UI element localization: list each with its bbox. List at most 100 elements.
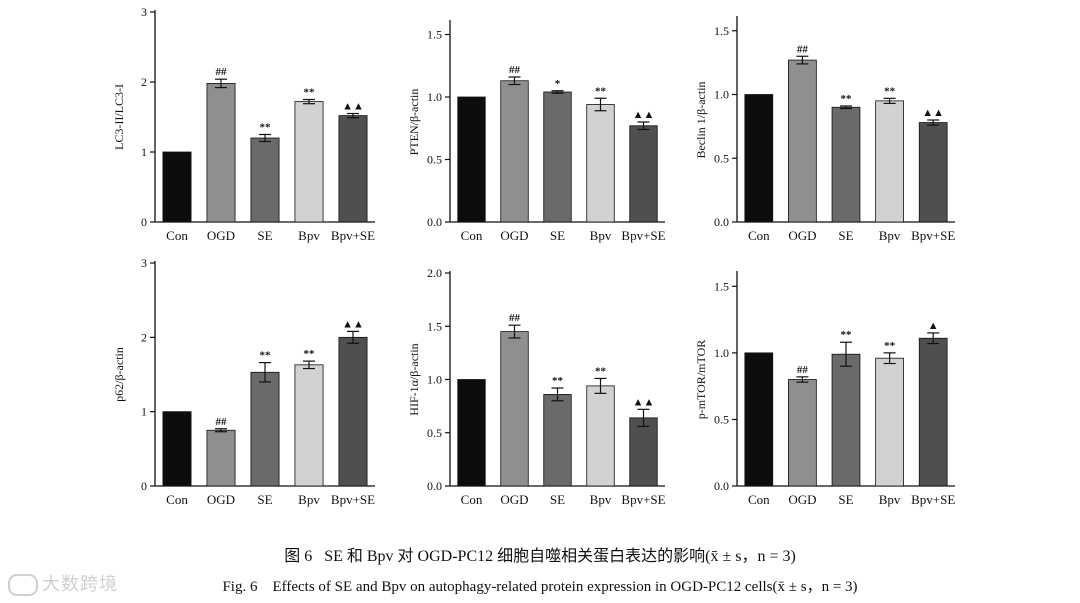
significance-mark: **: [884, 340, 896, 352]
watermark-logo-icon: [8, 574, 38, 596]
category-label: Con: [461, 492, 483, 507]
bar: [500, 331, 529, 487]
y-axis-label: p-mTOR/mTOR: [694, 340, 708, 420]
chart-lc3-ratio: 0 1 2 3 LC3-II/LC3-I Con ## OGD ** SE ** Bpv ▲▲ Bpv+S…: [112, 5, 375, 243]
bar: [543, 394, 572, 487]
category-label: Bpv+SE: [621, 492, 665, 507]
figure-caption-english: Fig. 6 Effects of SE and Bpv on autophag…: [0, 575, 1080, 596]
y-tick-label: 2: [141, 75, 147, 89]
bar: [338, 115, 368, 223]
y-tick-label: 0.0: [714, 479, 729, 493]
bar: [457, 379, 486, 487]
y-axis-label: Beclin 1/β-actin: [694, 81, 708, 158]
bar: [744, 94, 774, 223]
bar: [918, 337, 948, 487]
category-label: Con: [461, 228, 483, 243]
category-label: Bpv: [298, 228, 320, 243]
y-tick-label: 1.0: [427, 373, 442, 387]
significance-mark: ▲▲: [922, 107, 944, 119]
y-tick-label: 1: [141, 145, 147, 159]
category-label: Bpv: [298, 492, 320, 507]
significance-mark: **: [841, 93, 853, 105]
y-tick-label: 1: [141, 405, 147, 419]
chart-pten: 0.0 0.5 1.0 1.5 PTEN/β-actin Con ## OGD * SE ** Bpv…: [407, 20, 666, 243]
bar: [629, 125, 658, 223]
significance-mark: ▲▲: [633, 109, 655, 121]
category-label: Bpv: [590, 228, 612, 243]
y-tick-label: 1.0: [714, 88, 729, 102]
bar: [586, 385, 615, 487]
category-label: Bpv: [879, 228, 901, 243]
bar: [586, 104, 615, 223]
y-tick-label: 1.5: [714, 24, 729, 38]
category-label: Bpv+SE: [911, 228, 955, 243]
bar: [250, 371, 280, 487]
bar: [831, 353, 861, 487]
chart-hif1a: 0.0 0.5 1.0 1.5 2.0 HIF-1α/β-actin Con ## OGD ** S…: [407, 266, 666, 507]
category-label: OGD: [788, 492, 816, 507]
significance-mark: **: [304, 87, 316, 99]
bar: [162, 411, 192, 487]
y-axis-label: p62/β-actin: [112, 347, 126, 402]
bar: [457, 96, 486, 223]
significance-mark: ##: [216, 416, 228, 428]
category-label: Bpv+SE: [621, 228, 665, 243]
bar: [338, 336, 368, 487]
significance-mark: ##: [216, 66, 228, 78]
category-label: SE: [838, 228, 853, 243]
caption-en-lead: Fig. 6: [222, 579, 258, 595]
significance-mark: **: [595, 365, 607, 377]
y-tick-label: 1.5: [427, 28, 442, 42]
bar: [206, 83, 236, 223]
category-label: Bpv+SE: [911, 492, 955, 507]
y-axis-label: HIF-1α/β-actin: [407, 343, 421, 415]
bar: [918, 122, 948, 223]
significance-mark: ##: [509, 64, 521, 76]
y-tick-label: 1.5: [714, 279, 729, 293]
category-label: SE: [257, 492, 272, 507]
bar: [629, 417, 658, 487]
significance-mark: ##: [509, 312, 521, 324]
category-label: Con: [748, 228, 770, 243]
category-label: SE: [257, 228, 272, 243]
category-label: OGD: [788, 228, 816, 243]
significance-mark: ##: [797, 43, 809, 55]
significance-mark: **: [552, 375, 564, 387]
category-label: Bpv: [590, 492, 612, 507]
y-tick-label: 0: [141, 479, 147, 493]
y-tick-label: 0.0: [427, 215, 442, 229]
bar: [500, 80, 529, 223]
category-label: SE: [550, 228, 565, 243]
category-label: SE: [550, 492, 565, 507]
significance-mark: **: [260, 350, 272, 362]
y-tick-label: 0.5: [714, 151, 729, 165]
significance-mark: ▲▲: [342, 101, 364, 113]
bar: [875, 357, 904, 487]
bar: [294, 101, 324, 223]
y-tick-label: 0.5: [427, 426, 442, 440]
y-tick-label: 1.5: [427, 319, 442, 333]
category-label: Con: [748, 492, 770, 507]
caption-cn-text: SE 和 Bpv 对 OGD-PC12 细胞自噬相关蛋白表达的影响(x̄ ± s…: [324, 548, 796, 565]
category-label: OGD: [207, 228, 235, 243]
y-tick-label: 1.0: [427, 90, 442, 104]
category-label: OGD: [500, 228, 528, 243]
category-label: OGD: [500, 492, 528, 507]
significance-mark: ##: [797, 364, 809, 376]
caption-en-text: Effects of SE and Bpv on autophagy-relat…: [272, 579, 858, 595]
y-tick-label: 3: [141, 256, 147, 270]
y-tick-label: 0.5: [714, 412, 729, 426]
watermark-text: 大数跨境: [42, 574, 118, 595]
caption-cn-lead: 图 6: [284, 548, 313, 565]
bar: [250, 137, 280, 223]
category-label: SE: [838, 492, 853, 507]
significance-mark: **: [884, 85, 896, 97]
y-tick-label: 1.0: [714, 346, 729, 360]
category-label: Bpv: [879, 492, 901, 507]
y-tick-label: 0: [141, 215, 147, 229]
significance-mark: ▲: [928, 320, 939, 332]
category-label: OGD: [207, 492, 235, 507]
bar: [788, 59, 817, 223]
significance-mark: **: [841, 329, 853, 341]
category-label: Bpv+SE: [331, 492, 375, 507]
